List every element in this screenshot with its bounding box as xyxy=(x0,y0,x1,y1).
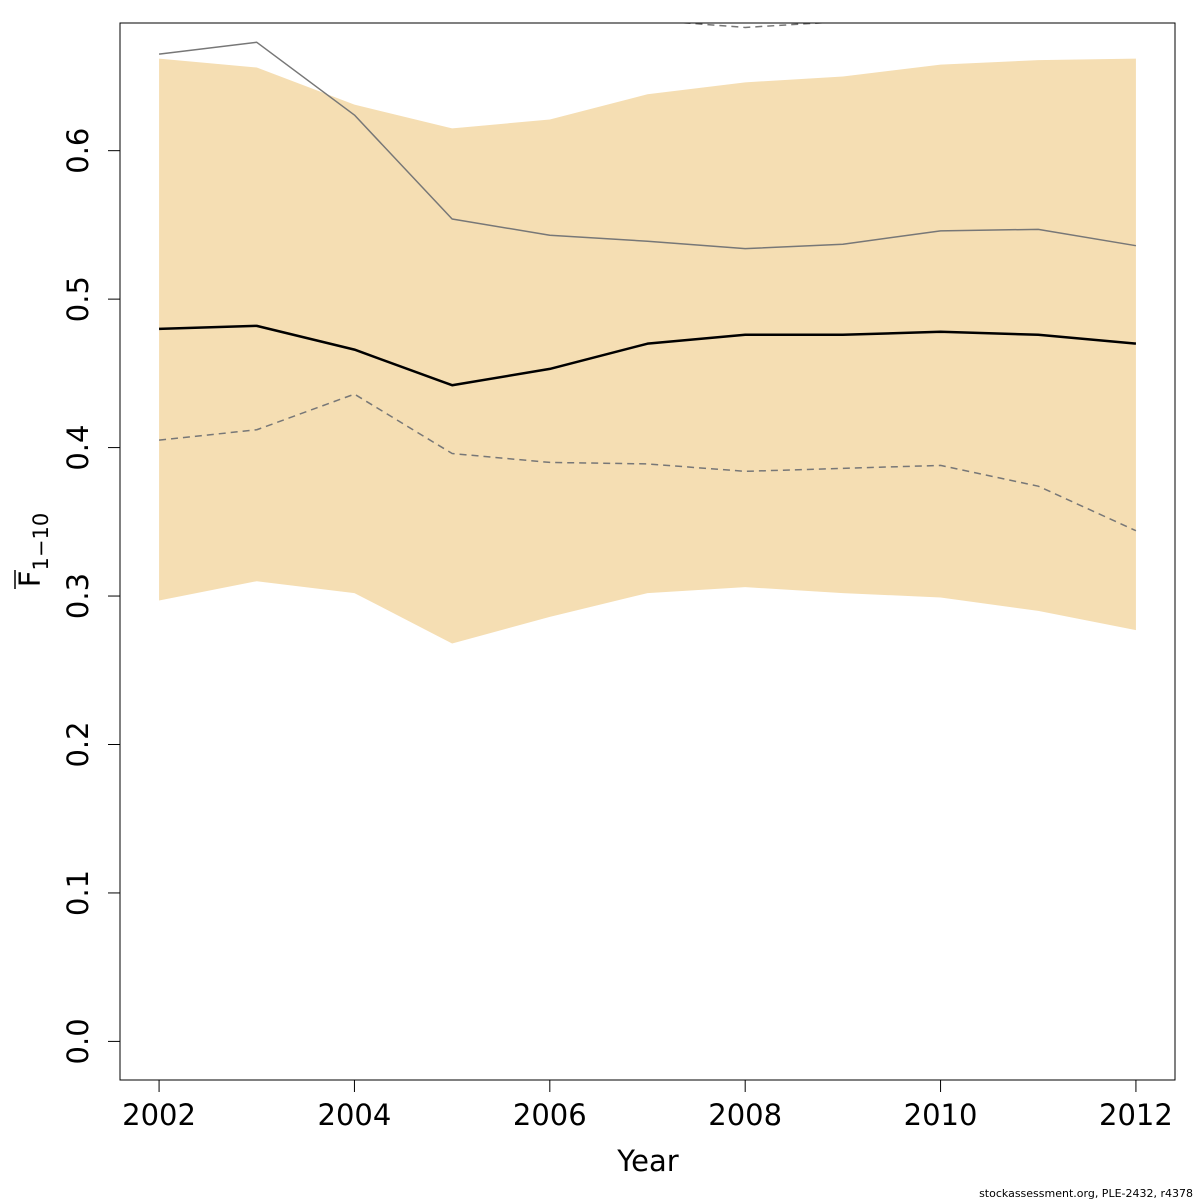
y-tick-label: 0.4 xyxy=(61,425,95,471)
x-axis-label: Year xyxy=(616,1144,678,1178)
y-tick-label: 0.2 xyxy=(61,721,95,767)
y-tick-label: 0.0 xyxy=(61,1018,95,1064)
series-line-2 xyxy=(158,41,1137,250)
x-tick-label: 2006 xyxy=(513,1098,587,1132)
confidence-band-layer xyxy=(159,58,1136,644)
x-tick-label: 2004 xyxy=(318,1098,392,1132)
y-axis-label: F1−10 xyxy=(13,513,53,589)
source-footer: stockassessment.org, PLE-2432, r4378 xyxy=(979,1187,1193,1200)
series-layer xyxy=(158,23,1137,532)
x-tick-label: 2012 xyxy=(1099,1098,1173,1132)
y-axis-label-subscript: 1−10 xyxy=(29,513,53,571)
series-line-1 xyxy=(159,324,1137,387)
x-tick-label: 2008 xyxy=(708,1098,782,1132)
confidence-band xyxy=(159,58,1136,644)
y-tick-label: 0.1 xyxy=(61,870,95,916)
x-axis: 2002 2004 2006 2008 2010 2012 xyxy=(122,1079,1173,1132)
x-tick-label: 2010 xyxy=(904,1098,978,1132)
y-axis-label-main: F xyxy=(13,571,47,588)
y-axis-label-text: F1−10 xyxy=(13,513,53,587)
y-tick-label: 0.3 xyxy=(61,573,95,619)
y-axis: 0.0 0.1 0.2 0.3 0.4 0.5 0.6 xyxy=(61,128,121,1064)
y-tick-label: 0.6 xyxy=(61,128,95,174)
y-tick-label: 0.5 xyxy=(61,276,95,322)
x-tick-label: 2002 xyxy=(122,1098,196,1132)
